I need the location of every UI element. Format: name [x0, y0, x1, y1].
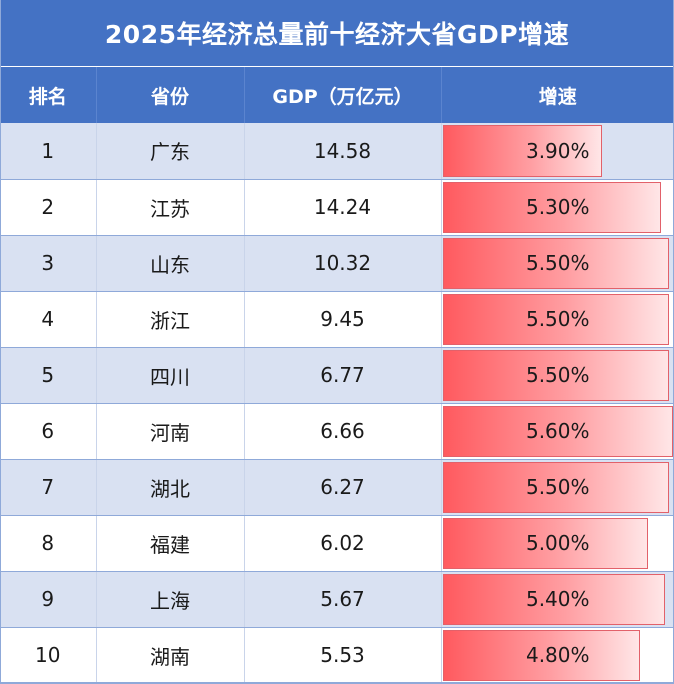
header-growth: 增速: [441, 67, 674, 123]
rank-cell: 9: [0, 571, 96, 627]
growth-cell: 4.80%: [441, 627, 674, 683]
header-gdp: GDP（万亿元）: [244, 67, 441, 123]
growth-cell: 5.50%: [441, 291, 674, 347]
gdp-cell: 14.58: [244, 123, 441, 179]
growth-cell: 5.50%: [441, 347, 674, 403]
header-province: 省份: [96, 67, 244, 123]
growth-value: 5.50%: [442, 348, 674, 403]
growth-cell: 5.00%: [441, 515, 674, 571]
gdp-cell: 6.27: [244, 459, 441, 515]
province-cell: 山东: [96, 235, 244, 291]
rank-cell: 3: [0, 235, 96, 291]
gdp-cell: 10.32: [244, 235, 441, 291]
growth-cell: 5.60%: [441, 403, 674, 459]
growth-value: 3.90%: [442, 123, 674, 179]
growth-value: 5.50%: [442, 292, 674, 347]
table-title: 2025年经济总量前十经济大省GDP增速: [0, 0, 674, 67]
growth-value: 5.30%: [442, 180, 674, 235]
growth-cell: 3.90%: [441, 123, 674, 179]
header-row: 排名 省份 GDP（万亿元） 增速: [0, 67, 674, 123]
province-cell: 广东: [96, 123, 244, 179]
rank-cell: 8: [0, 515, 96, 571]
province-cell: 四川: [96, 347, 244, 403]
growth-cell: 5.40%: [441, 571, 674, 627]
province-cell: 浙江: [96, 291, 244, 347]
growth-value: 4.80%: [442, 628, 674, 683]
growth-value: 5.40%: [442, 572, 674, 627]
province-cell: 江苏: [96, 179, 244, 235]
province-cell: 上海: [96, 571, 244, 627]
province-cell: 福建: [96, 515, 244, 571]
province-cell: 湖北: [96, 459, 244, 515]
growth-value: 5.00%: [442, 516, 674, 571]
growth-value: 5.50%: [442, 460, 674, 515]
gdp-cell: 5.53: [244, 627, 441, 683]
growth-value: 5.50%: [442, 236, 674, 291]
rank-cell: 7: [0, 459, 96, 515]
growth-cell: 5.50%: [441, 459, 674, 515]
rank-cell: 6: [0, 403, 96, 459]
rank-cell: 2: [0, 179, 96, 235]
gdp-cell: 9.45: [244, 291, 441, 347]
growth-value: 5.60%: [442, 404, 674, 459]
growth-cell: 5.30%: [441, 179, 674, 235]
gdp-cell: 6.66: [244, 403, 441, 459]
header-rank: 排名: [0, 67, 96, 123]
gdp-cell: 5.67: [244, 571, 441, 627]
rank-cell: 4: [0, 291, 96, 347]
growth-cell: 5.50%: [441, 235, 674, 291]
rank-cell: 5: [0, 347, 96, 403]
gdp-cell: 6.77: [244, 347, 441, 403]
gdp-cell: 6.02: [244, 515, 441, 571]
rank-cell: 10: [0, 627, 96, 683]
province-cell: 湖南: [96, 627, 244, 683]
province-cell: 河南: [96, 403, 244, 459]
gdp-cell: 14.24: [244, 179, 441, 235]
rank-cell: 1: [0, 123, 96, 179]
